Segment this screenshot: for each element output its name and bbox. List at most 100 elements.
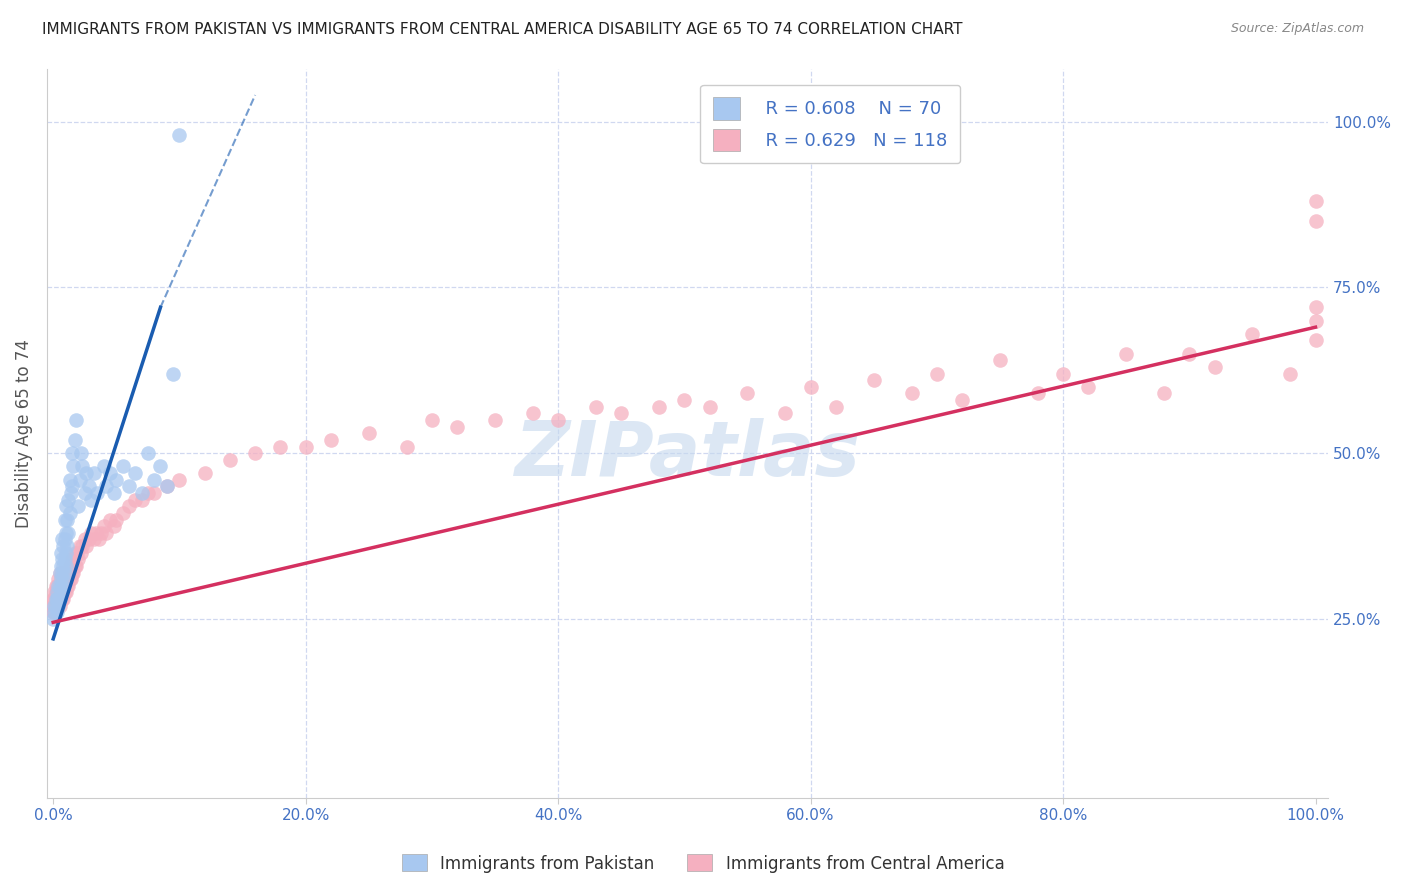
Point: [62, 459, 84, 474]
Point: [75, 539, 97, 553]
Point: [42, 592, 65, 607]
Point: [1305, 313, 1327, 327]
Point: [45, 585, 67, 599]
Point: [62, 566, 84, 580]
Point: [52, 592, 75, 607]
Text: ZIPatlas: ZIPatlas: [515, 418, 860, 492]
Point: [51, 533, 73, 547]
Point: [49, 572, 72, 586]
Point: [48, 592, 70, 607]
Point: [824, 400, 846, 414]
Point: [46, 592, 69, 607]
Point: [46, 585, 69, 599]
Point: [547, 413, 569, 427]
Point: [53, 533, 76, 547]
Point: [46, 599, 69, 613]
Point: [42, 606, 65, 620]
Point: [55, 546, 77, 560]
Point: [149, 459, 172, 474]
Point: [70, 446, 93, 460]
Point: [319, 433, 342, 447]
Point: [49, 558, 72, 573]
Point: [1279, 367, 1302, 381]
Point: [56, 579, 79, 593]
Point: [194, 466, 217, 480]
Point: [70, 459, 93, 474]
Point: [131, 492, 153, 507]
Point: [73, 486, 96, 500]
Point: [51, 579, 73, 593]
Point: [131, 486, 153, 500]
Point: [98, 512, 121, 526]
Point: [70, 546, 93, 560]
Point: [49, 585, 72, 599]
Point: [46, 592, 69, 607]
Point: [673, 393, 696, 408]
Point: [1077, 380, 1099, 394]
Point: [52, 558, 75, 573]
Point: [1026, 386, 1049, 401]
Point: [63, 546, 86, 560]
Point: [111, 506, 134, 520]
Point: [522, 406, 544, 420]
Point: [862, 373, 884, 387]
Point: [900, 386, 922, 401]
Point: [53, 585, 76, 599]
Point: [610, 406, 633, 420]
Point: [96, 525, 118, 540]
Point: [60, 566, 83, 580]
Point: [49, 546, 72, 560]
Point: [93, 519, 115, 533]
Point: [83, 533, 105, 547]
Legend:   R = 0.608    N = 70,   R = 0.629   N = 118: R = 0.608 N = 70, R = 0.629 N = 118: [700, 85, 960, 163]
Point: [46, 579, 69, 593]
Point: [48, 579, 70, 593]
Point: [1241, 326, 1264, 341]
Point: [65, 413, 87, 427]
Point: [44, 592, 66, 607]
Point: [66, 546, 89, 560]
Point: [60, 446, 83, 460]
Point: [1178, 347, 1201, 361]
Point: [55, 558, 77, 573]
Point: [156, 479, 179, 493]
Point: [156, 479, 179, 493]
Point: [59, 506, 82, 520]
Point: [73, 533, 96, 547]
Point: [118, 500, 141, 514]
Point: [45, 599, 67, 613]
Point: [1305, 334, 1327, 348]
Point: [83, 466, 105, 480]
Point: [55, 585, 77, 599]
Point: [49, 585, 72, 599]
Point: [80, 525, 103, 540]
Point: [62, 552, 84, 566]
Point: [988, 353, 1011, 368]
Point: [219, 452, 242, 467]
Point: [1153, 386, 1175, 401]
Point: [648, 400, 671, 414]
Point: [58, 566, 80, 580]
Point: [46, 579, 69, 593]
Point: [105, 512, 128, 526]
Point: [124, 466, 146, 480]
Point: [52, 572, 75, 586]
Point: [63, 433, 86, 447]
Point: [55, 572, 77, 586]
Point: [67, 500, 90, 514]
Point: [45, 592, 67, 607]
Point: [63, 558, 86, 573]
Point: [1204, 359, 1226, 374]
Point: [44, 599, 66, 613]
Point: [59, 558, 82, 573]
Point: [51, 566, 73, 580]
Point: [98, 466, 121, 480]
Point: [56, 512, 79, 526]
Point: [46, 599, 69, 613]
Y-axis label: Disability Age 65 to 74: Disability Age 65 to 74: [15, 339, 32, 528]
Point: [49, 572, 72, 586]
Point: [800, 380, 823, 394]
Point: [1305, 214, 1327, 228]
Point: [420, 413, 443, 427]
Point: [52, 572, 75, 586]
